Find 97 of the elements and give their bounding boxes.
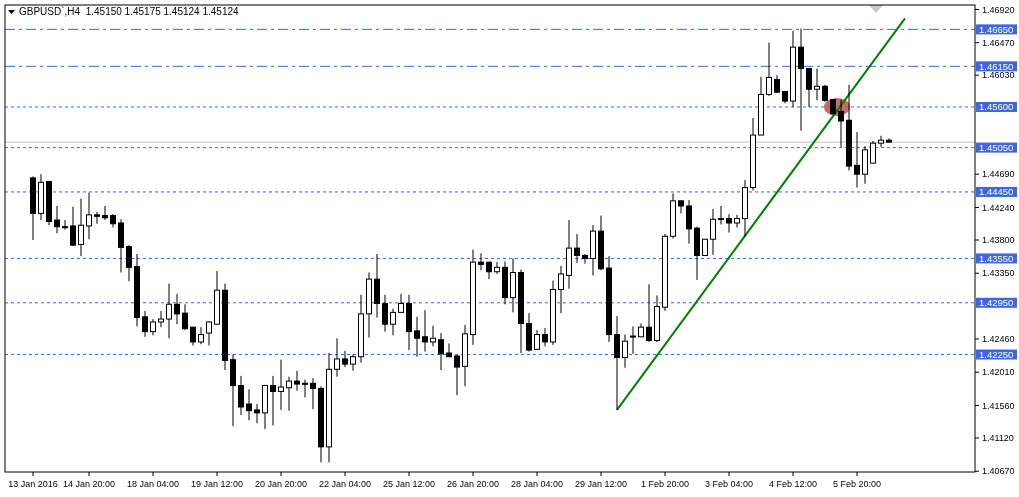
candlestick: [710, 208, 716, 256]
candlestick: [126, 244, 132, 282]
y-tick-label: 1.42010: [982, 367, 1015, 378]
candlestick: [86, 192, 92, 240]
y-tick-label: 1.46030: [982, 70, 1015, 81]
x-tick-label: 19 Jan 12:00: [190, 479, 244, 489]
candlestick: [542, 327, 548, 347]
candlestick: [646, 283, 652, 343]
candlestick: [270, 375, 276, 426]
candlestick: [294, 370, 300, 392]
candlestick: [254, 403, 260, 424]
candlestick: [54, 205, 60, 234]
candlestick: [302, 379, 308, 398]
candlestick: [718, 205, 724, 225]
candlestick: [238, 375, 244, 416]
ref-line-label: 1.45600: [979, 101, 1014, 113]
candlestick: [798, 28, 804, 132]
candlestick: [422, 309, 428, 353]
candlestick: [806, 68, 812, 108]
x-tick-label: 20 Jan 20:00: [254, 479, 308, 489]
y-tick-label: 1.41120: [982, 433, 1014, 444]
candlestick: [574, 233, 580, 264]
candlestick: [430, 325, 436, 347]
candlestick: [886, 137, 892, 143]
candlestick: [342, 350, 348, 368]
candlestick: [558, 265, 564, 314]
x-tick-label: 29 Jan 12:00: [574, 479, 628, 489]
x-tick-label: 5 Feb 20:00: [832, 479, 882, 489]
candlestick: [438, 332, 444, 371]
candlestick: [190, 326, 196, 347]
y-tick-label: 1.46470: [982, 37, 1015, 48]
candlestick: [814, 68, 820, 101]
ref-line-label: 1.42250: [979, 348, 1014, 360]
candlestick: [382, 294, 388, 333]
candlestick: [630, 325, 636, 355]
candlestick: [142, 310, 148, 338]
x-tick-label: 3 Feb 04:00: [704, 479, 754, 489]
candlestick: [278, 359, 284, 411]
x-tick-label: 26 Jan 20:00: [446, 479, 500, 489]
x-tick-label: 18 Jan 04:00: [126, 479, 180, 489]
x-tick-label: 28 Jan 04:00: [510, 479, 564, 489]
ref-line-label: 1.43550: [979, 252, 1014, 264]
x-tick-label: 25 Jan 12:00: [382, 479, 436, 489]
candlestick: [286, 376, 292, 412]
candlestick: [494, 261, 500, 275]
candlestick: [198, 326, 204, 345]
y-tick-label: 1.46920: [982, 4, 1015, 15]
candlestick: [686, 199, 692, 245]
candlestick: [334, 337, 340, 378]
candlestick: [398, 293, 404, 313]
x-tick-label: 4 Feb 12:00: [768, 479, 818, 489]
candlestick: [62, 219, 68, 231]
candlestick: [70, 206, 76, 247]
y-tick-label: 1.44690: [982, 169, 1015, 180]
candlestick: [878, 135, 884, 148]
candlestick: [726, 213, 732, 234]
ref-line-label: 1.45050: [979, 141, 1014, 153]
candlestick: [182, 303, 188, 331]
candlestick: [614, 315, 620, 411]
candlestick: [174, 293, 180, 325]
candlestick: [94, 211, 100, 225]
candlestick: [102, 205, 108, 221]
candlestick: [246, 388, 252, 421]
candlestick: [478, 252, 484, 271]
candlestick: [414, 316, 420, 358]
candlestick: [854, 131, 860, 189]
candlestick: [390, 308, 396, 336]
candlestick: [446, 342, 452, 358]
y-tick-label: 1.43350: [982, 268, 1015, 279]
y-tick-label: 1.43800: [982, 235, 1015, 246]
candlestick: [582, 253, 588, 265]
candlestick: [166, 283, 172, 339]
candlestick: [534, 329, 540, 350]
chart-title: GBPUSD`,H4 1.45150 1.45175 1.45124 1.45124: [19, 6, 240, 17]
y-tick-label: 1.42460: [982, 334, 1015, 345]
y-tick-label: 1.41560: [982, 400, 1015, 411]
y-tick-label: 1.40670: [982, 466, 1015, 477]
ref-line-label: 1.46650: [979, 23, 1014, 35]
ref-line-label: 1.42950: [979, 297, 1014, 309]
candlestick: [766, 42, 772, 97]
candlestick: [310, 377, 316, 410]
x-tick-label: 13 Jan 2016: [8, 479, 58, 489]
candlestick: [158, 310, 164, 328]
candlestick: [838, 99, 844, 148]
candlestick: [734, 214, 740, 228]
candlestick: [454, 354, 460, 396]
ref-line-label: 1.44450: [979, 186, 1014, 198]
candlestick: [206, 320, 212, 347]
x-tick-label: 22 Jan 04:00: [318, 479, 372, 489]
ref-line-label: 1.46150: [979, 60, 1014, 72]
y-tick-label: 1.44240: [982, 202, 1015, 213]
candlestick: [622, 334, 628, 369]
candlestick: [78, 198, 84, 257]
x-tick-label: 14 Jan 20:00: [62, 479, 116, 489]
candlestick: [678, 200, 684, 214]
x-tick-label: 1 Feb 20:00: [640, 479, 690, 489]
candlestick: [870, 140, 876, 164]
